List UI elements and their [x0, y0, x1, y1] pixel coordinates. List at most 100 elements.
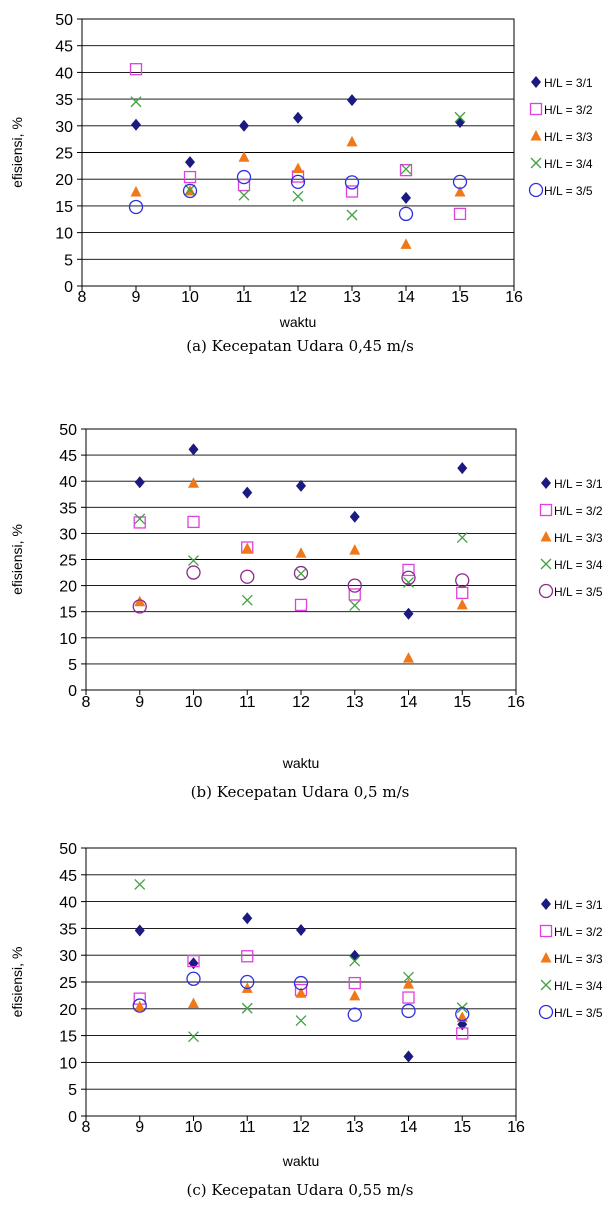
data-point — [347, 94, 357, 107]
data-point — [187, 515, 200, 529]
data-point — [238, 189, 250, 201]
data-point — [452, 174, 468, 190]
data-point — [453, 207, 467, 221]
data-point — [134, 924, 145, 937]
x-tick-label: 16 — [507, 694, 525, 711]
data-point — [241, 594, 253, 606]
data-point — [403, 607, 414, 620]
x-tick-label: 14 — [400, 694, 418, 711]
data-point — [293, 975, 309, 991]
y-tick-label: 15 — [59, 1029, 77, 1046]
y-axis-label: efisiensi, % — [9, 117, 25, 188]
data-point — [456, 586, 469, 600]
x-tick-label: 8 — [82, 694, 91, 711]
data-point — [456, 1011, 468, 1022]
data-point — [186, 565, 201, 580]
data-point — [398, 206, 414, 222]
x-tick-label: 13 — [346, 1119, 364, 1136]
x-tick-label: 16 — [507, 1119, 525, 1136]
legend-label: H/L = 3/3 — [554, 531, 603, 545]
data-point — [401, 570, 416, 585]
legend-marker — [539, 503, 553, 517]
data-point — [349, 599, 361, 611]
y-tick-label: 20 — [59, 1002, 77, 1019]
data-point — [401, 191, 411, 204]
legend: H/L = 3/1 H/L = 3/2 H/L = 3/3 H/L = 3/4 H/L … — [528, 76, 593, 198]
data-point — [240, 974, 255, 990]
y-tick-label: 40 — [59, 474, 77, 491]
data-point — [290, 174, 306, 190]
data-point — [456, 598, 468, 610]
data-point — [349, 955, 361, 967]
legend-label: H/L = 3/2 — [554, 504, 603, 518]
data-point — [295, 568, 307, 580]
series-5 — [132, 565, 470, 614]
legend-label: H/L = 3/1 — [554, 477, 603, 491]
data-point — [344, 175, 360, 190]
data-point — [293, 565, 309, 581]
y-tick-label: 35 — [59, 921, 77, 938]
data-point — [238, 151, 250, 162]
data-point — [185, 156, 195, 169]
data-point — [292, 162, 304, 174]
series-4 — [130, 96, 466, 221]
x-tick-label: 10 — [185, 694, 203, 711]
data-point — [134, 1000, 146, 1012]
data-point — [134, 476, 145, 489]
x-tick-label: 12 — [289, 289, 307, 306]
legend-marker — [540, 979, 552, 991]
data-point — [242, 486, 253, 499]
legend-label: H/L = 3/1 — [544, 76, 593, 90]
chart-panel-c: 0 5 10 15 20 25 30 35 40 45 50 8 9 10 11 12 13 14 15 16 wakt… — [9, 841, 603, 1199]
data-point — [296, 479, 306, 492]
data-point — [129, 63, 143, 76]
x-tick-label: 9 — [132, 289, 141, 306]
legend-label: H/L = 3/3 — [544, 130, 593, 144]
legend-label: H/L = 3/3 — [554, 952, 603, 966]
data-point — [128, 199, 144, 215]
y-tick-label: 25 — [59, 975, 77, 992]
data-point — [457, 462, 468, 475]
y-tick-label: 15 — [55, 199, 73, 216]
legend-marker — [528, 182, 544, 198]
data-point — [296, 924, 306, 937]
y-tick-label: 30 — [55, 119, 73, 136]
legend-label: H/L = 3/2 — [554, 925, 603, 939]
x-tick-label: 11 — [236, 289, 253, 306]
data-point — [347, 578, 362, 593]
y-tick-label: 5 — [68, 1082, 77, 1099]
x-tick-label: 13 — [346, 694, 364, 711]
legend-marker — [540, 531, 552, 542]
series-2 — [133, 515, 469, 612]
x-axis-label: waktu — [279, 314, 317, 330]
data-point — [346, 135, 358, 147]
data-point — [455, 573, 470, 588]
y-tick-label: 0 — [68, 683, 77, 700]
legend-marker — [538, 1004, 554, 1020]
data-point — [239, 119, 249, 132]
data-point — [346, 209, 358, 221]
series-5 — [132, 971, 470, 1022]
y-tick-label: 50 — [59, 422, 77, 439]
data-point — [403, 971, 414, 983]
data-point — [241, 982, 253, 993]
legend-label: H/L = 3/2 — [544, 103, 593, 117]
data-point — [131, 118, 141, 131]
data-point — [188, 1031, 199, 1043]
legend-marker — [529, 102, 543, 116]
figure-caption: (c) Kecepatan Udara 0,55 m/s — [187, 1181, 414, 1199]
y-tick-label: 0 — [64, 279, 73, 296]
data-point — [454, 186, 466, 197]
y-tick-label: 40 — [59, 895, 77, 912]
data-point — [349, 544, 361, 555]
series-3 — [134, 978, 468, 1022]
legend-marker — [538, 583, 554, 599]
series-3 — [134, 477, 468, 663]
data-point — [241, 542, 253, 554]
data-point — [236, 169, 252, 185]
y-tick-label: 25 — [55, 146, 73, 163]
data-point — [402, 991, 415, 1004]
legend-marker — [541, 898, 551, 910]
data-point — [402, 563, 415, 577]
legend-marker — [540, 952, 552, 963]
